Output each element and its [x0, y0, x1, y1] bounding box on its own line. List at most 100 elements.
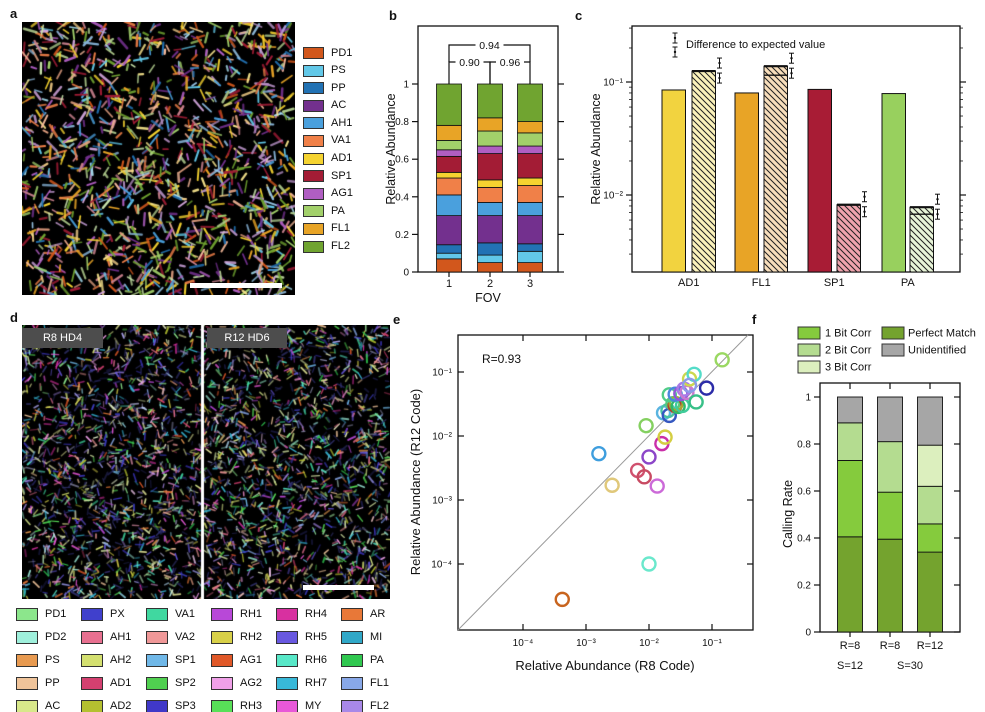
legend-label: RH1 — [240, 608, 263, 620]
chart-shape — [807, 88, 832, 273]
legend-label: SP2 — [175, 677, 196, 689]
panel-d-sublabel-r8: R8 HD4 — [22, 328, 103, 348]
chart-shape — [517, 215, 543, 245]
legend-swatch — [303, 222, 324, 235]
chart-shape — [917, 485, 943, 525]
chart-e: 10⁻⁴ 10⁻³ 10⁻² 10⁻¹ 10⁻¹ 10⁻² 10⁻³ 10⁻⁴ R=0.93 Re… — [408, 334, 754, 673]
chart-shape — [436, 155, 462, 173]
legend-label: FL1 — [370, 677, 389, 689]
legend-swatch — [303, 152, 324, 165]
chart-text: 0.6 — [797, 487, 811, 498]
chart-shape — [763, 65, 788, 273]
legend-item: AG1 — [303, 187, 354, 200]
legend-item: AG1 — [211, 654, 276, 667]
chart-shape — [517, 185, 543, 203]
scatter-point — [604, 477, 620, 493]
scatter-point — [641, 556, 657, 572]
chart-shape — [917, 523, 943, 553]
legend-label: VA2 — [175, 631, 195, 643]
legend-swatch — [211, 631, 233, 644]
chart-text: 0.90 — [459, 57, 480, 69]
legend-swatch — [146, 700, 168, 712]
chart-text: 10⁻² — [603, 191, 623, 202]
legend-item: RH1 — [211, 608, 276, 621]
scale-bar — [303, 585, 374, 590]
legend-item: VA2 — [146, 631, 211, 644]
chart-text: 0.6 — [395, 155, 409, 166]
legend-item: SP1 — [146, 654, 211, 667]
legend-swatch — [303, 82, 324, 95]
chart-shape — [909, 206, 934, 273]
panel-d-sublabel-r12: R12 HD6 — [207, 328, 287, 348]
chart-text: R=0.93 — [482, 352, 521, 366]
legend-label: PS — [45, 654, 60, 666]
chart-text: 1 Bit Corr — [825, 328, 872, 340]
legend-item: RH4 — [276, 608, 341, 621]
chart-b: 0 0.2 0.4 0.6 0.8 1 1 2 3 FOV Relative Abundance 0.… — [384, 25, 564, 305]
legend-swatch — [276, 631, 298, 644]
panel-a-legend: PD1 PS PP AC AH1 VA1 AD1 SP1 AG1 PA FL1 FL2 — [303, 47, 353, 253]
legend-label: SP1 — [175, 654, 196, 666]
chart-shape — [673, 50, 677, 54]
legend-item: PP — [303, 82, 353, 95]
panel-d-microscopy-image — [22, 325, 390, 599]
legend-swatch — [16, 631, 38, 644]
chart-shape — [477, 215, 503, 244]
chart-shape — [477, 83, 503, 119]
legend-swatch — [211, 700, 233, 712]
chart-shape — [436, 139, 462, 151]
chart-shape — [436, 177, 462, 196]
legend-swatch — [303, 134, 324, 147]
legend-label: SP3 — [175, 700, 196, 712]
chart-shape — [477, 130, 503, 147]
chart-shape — [477, 202, 503, 217]
legend-item: RH3 — [211, 700, 276, 712]
chart-shape — [661, 89, 686, 273]
chart-text: FOV — [475, 291, 501, 305]
chart-text: 1 — [446, 278, 452, 290]
chart-shape — [436, 83, 462, 126]
chart-shape — [863, 195, 866, 198]
legend-item: RH2 — [211, 631, 276, 644]
chart-shape — [436, 252, 462, 260]
legend-swatch — [211, 677, 233, 690]
chart-text: Relative Abundance (R8 Code) — [515, 658, 694, 673]
chart-shape — [436, 124, 462, 141]
legend-label: AH2 — [110, 654, 132, 666]
chart-shape — [436, 194, 462, 216]
legend-item: PS — [16, 654, 81, 667]
legend-swatch — [303, 205, 324, 218]
chart-shape — [436, 258, 462, 273]
legend-label: PS — [331, 64, 346, 77]
chart-text: Calling Rate — [781, 480, 795, 548]
chart-shape — [691, 70, 716, 273]
legend-label: AG1 — [331, 187, 354, 200]
chart-text: SP1 — [824, 277, 845, 289]
legend-label: AC — [331, 99, 347, 112]
legend-label: FL2 — [331, 240, 350, 253]
legend-swatch — [797, 343, 821, 357]
chart-text: 10⁻⁴ — [513, 638, 534, 649]
chart-shape — [917, 551, 943, 633]
legend-label: AD2 — [110, 700, 132, 712]
legend-swatch — [146, 631, 168, 644]
chart-shape — [477, 179, 503, 188]
chart-text: R=8 — [880, 640, 901, 652]
legend-label: AR — [370, 608, 386, 620]
legend-swatch — [81, 677, 103, 690]
chart-shape — [477, 186, 503, 203]
legend-swatch — [146, 677, 168, 690]
legend-item: AH1 — [303, 117, 353, 130]
chart-shape — [837, 459, 863, 538]
chart-shape — [517, 202, 543, 217]
panel-label-c: c — [575, 8, 583, 23]
legend-item: PP — [16, 677, 81, 690]
chart-text: Perfect Match — [908, 328, 976, 340]
legend-label: AD1 — [331, 152, 353, 165]
chart-shape — [863, 210, 866, 213]
chart-text: 0.96 — [500, 57, 521, 69]
panel-label-e: e — [393, 312, 401, 327]
legend-swatch — [303, 170, 324, 183]
legend-swatch — [16, 677, 38, 690]
